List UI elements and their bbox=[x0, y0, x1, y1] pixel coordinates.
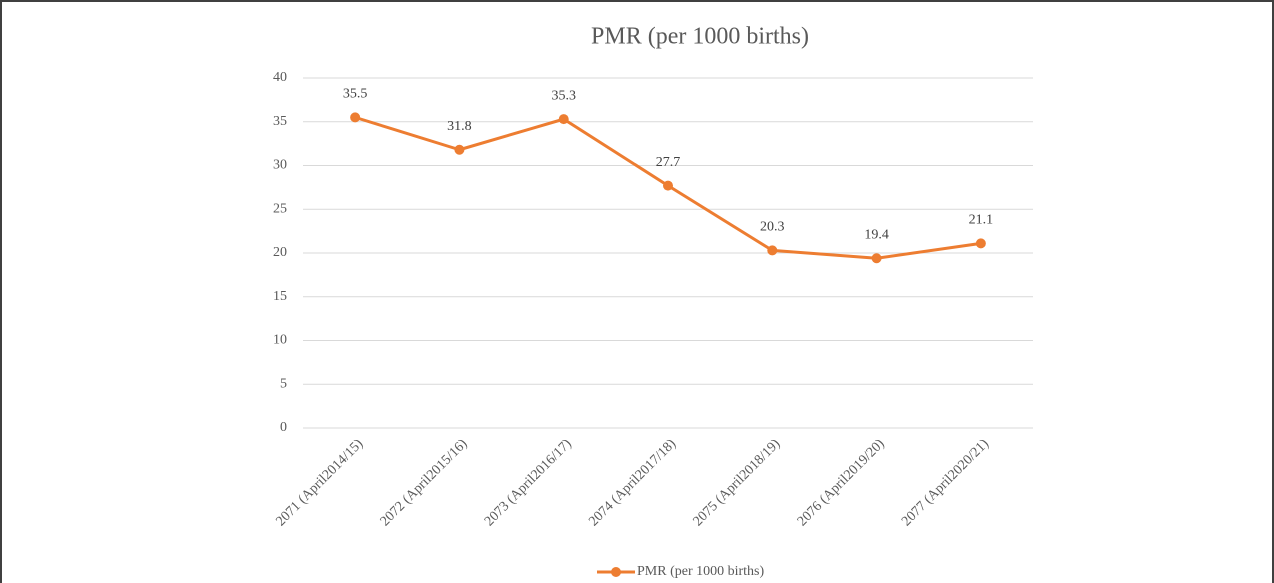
legend-marker bbox=[611, 567, 621, 577]
y-tick-label: 35 bbox=[273, 114, 287, 129]
y-tick-label: 15 bbox=[273, 289, 287, 304]
data-label: 19.4 bbox=[864, 227, 889, 242]
marker bbox=[558, 114, 569, 125]
marker bbox=[663, 180, 673, 191]
chart-title: PMR (per 1000 births) bbox=[591, 24, 809, 50]
y-tick-label: 25 bbox=[273, 201, 287, 216]
y-tick-label: 5 bbox=[280, 376, 287, 391]
y-tick-label: 30 bbox=[273, 158, 287, 173]
y-tick-label: 0 bbox=[280, 420, 287, 435]
data-label: 21.1 bbox=[969, 213, 994, 228]
data-label: 20.3 bbox=[760, 220, 785, 235]
data-label: 35.3 bbox=[551, 88, 576, 103]
y-tick-label: 10 bbox=[273, 333, 287, 348]
y-tick-label: 20 bbox=[273, 245, 287, 260]
legend-label: PMR (per 1000 births) bbox=[637, 564, 765, 579]
marker bbox=[871, 253, 882, 264]
marker bbox=[350, 112, 361, 123]
data-label: 31.8 bbox=[447, 119, 472, 134]
marker bbox=[975, 238, 986, 249]
marker bbox=[767, 245, 778, 256]
data-label: 27.7 bbox=[656, 155, 681, 170]
data-label: 35.5 bbox=[343, 87, 368, 102]
marker bbox=[454, 144, 465, 155]
y-tick-label: 40 bbox=[273, 70, 287, 85]
